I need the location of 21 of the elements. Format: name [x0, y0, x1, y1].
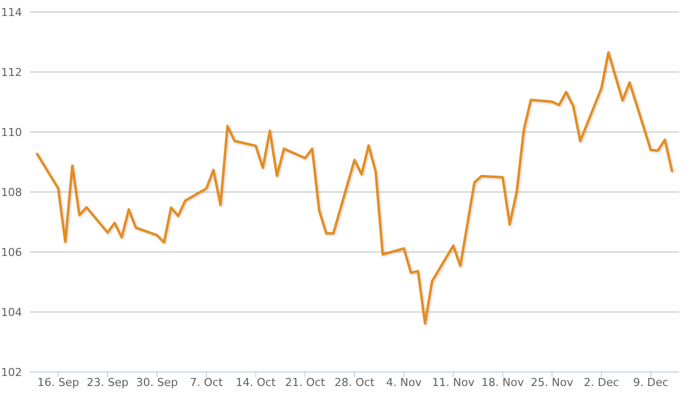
x-tick-label: 16. Sep	[37, 376, 80, 389]
line-series	[36, 51, 674, 325]
x-tick-label: 9. Dec	[633, 376, 668, 389]
x-tick-label: 7. Oct	[190, 376, 224, 389]
x-tick-label: 23. Sep	[86, 376, 128, 389]
x-tick-label: 28. Oct	[334, 376, 376, 389]
y-tick-label: 114	[1, 6, 22, 19]
x-tick-label: 4. Nov	[386, 376, 422, 389]
x-tick-label: 18. Nov	[481, 376, 524, 389]
x-tick-label: 21. Oct	[285, 376, 326, 389]
y-tick-label: 102	[1, 366, 22, 379]
y-tick-label: 110	[1, 126, 22, 139]
x-tick-label: 11. Nov	[432, 376, 475, 389]
x-tick-label: 30. Sep	[136, 376, 178, 389]
x-tick-label: 2. Dec	[584, 376, 620, 389]
x-tick-label: 25. Nov	[530, 376, 574, 389]
y-tick-label: 106	[1, 246, 22, 259]
y-tick-label: 104	[1, 306, 22, 319]
x-tick-label: 14. Oct	[236, 376, 276, 389]
y-tick-label: 112	[1, 66, 22, 79]
y-tick-label: 108	[1, 186, 22, 199]
